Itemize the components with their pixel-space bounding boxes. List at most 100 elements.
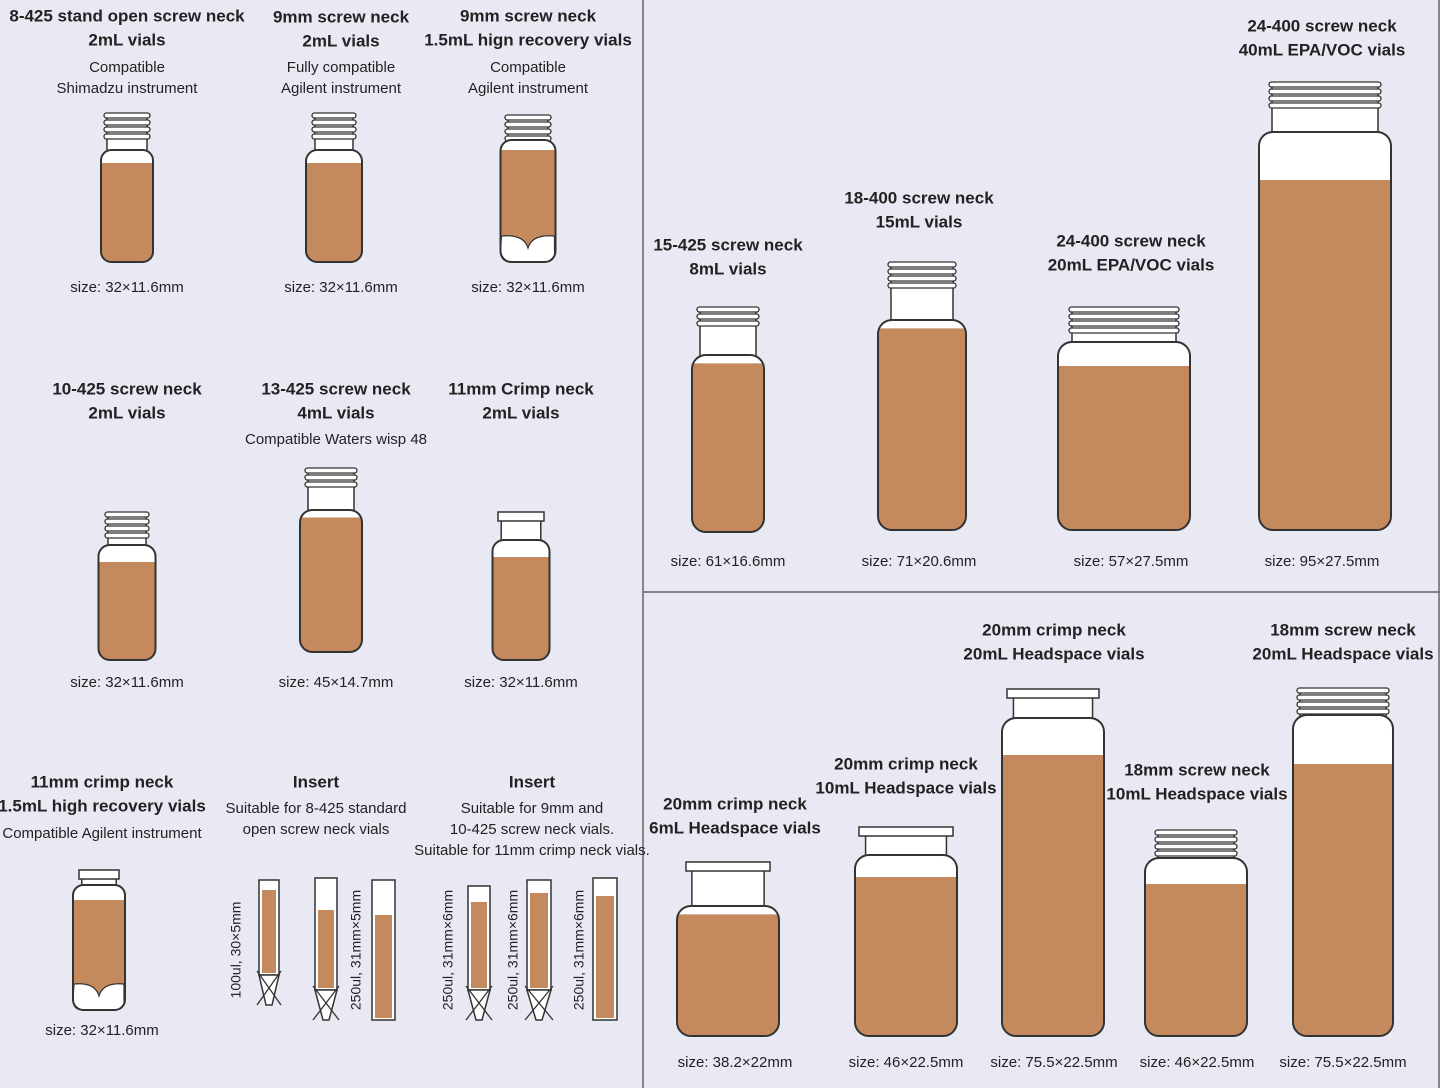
vial-thread (103, 126, 151, 133)
vial-title: 20mL Headspace vials (1252, 644, 1433, 663)
vial-liquid (1259, 180, 1391, 530)
vial-note: Suitable for 9mm and (461, 800, 604, 817)
vial-cap (685, 861, 771, 872)
vial-note: Compatible Agilent instrument (2, 825, 202, 842)
insert-liquid (596, 896, 614, 1018)
vial-note: Agilent instrument (281, 80, 402, 97)
vial-thread (104, 532, 150, 539)
vial-note: open screw neck vials (243, 821, 390, 838)
vial-outline (491, 539, 551, 661)
vial-size: size: 38.2×22mm (678, 1054, 793, 1071)
vial-thread (696, 313, 760, 320)
vial-title: 11mm Crimp neck (448, 379, 594, 398)
vial-outline (1057, 341, 1191, 531)
vial-thread (887, 275, 957, 282)
vial-note: Shimadzu instrument (57, 80, 199, 97)
vial-size: size: 32×11.6mm (45, 1022, 159, 1039)
insert-spring (465, 985, 493, 1021)
insert-liquid (318, 910, 334, 988)
vial-liquid (692, 363, 764, 532)
vial-thread (103, 112, 151, 119)
vial-title: 20mm crimp neck (982, 620, 1126, 639)
vial-outline (97, 544, 157, 661)
vial-thread (1268, 102, 1382, 109)
vial-liquid (98, 562, 156, 660)
vial-thread (887, 282, 957, 289)
vial-size: size: 71×20.6mm (862, 553, 977, 570)
vial-liquid (500, 150, 556, 262)
vial-title: 2mL vials (302, 31, 379, 50)
insert-label: 250ul, 31mm×6mm (440, 890, 456, 1010)
insert-spring (312, 985, 340, 1021)
vial-thread (504, 128, 552, 135)
vial-thread (887, 268, 957, 275)
vial-cap (1006, 688, 1100, 699)
vial-title: 18mm screw neck (1124, 760, 1270, 779)
vial-thread (1296, 687, 1390, 694)
vial-size: size: 45×14.7mm (279, 674, 394, 691)
vial-thread (1068, 327, 1180, 334)
vial-thread (1268, 88, 1382, 95)
vial-liquid (300, 517, 362, 652)
vial-thread (1068, 313, 1180, 320)
vial-thread (304, 481, 358, 488)
vial-thread (1154, 843, 1238, 850)
vial-note: Fully compatible (287, 59, 395, 76)
vial-cap (858, 826, 954, 837)
vial-thread (104, 525, 150, 532)
vial-thread (104, 518, 150, 525)
vial-liquid (677, 914, 779, 1036)
vial-thread (1296, 708, 1390, 715)
vial-outline (877, 319, 967, 531)
vial-title: 9mm screw neck (460, 6, 597, 25)
vial-size: size: 95×27.5mm (1265, 553, 1380, 570)
vial-title: 11mm crimp neck (31, 772, 174, 791)
insert-spring (524, 985, 554, 1021)
vial-cap (78, 869, 120, 880)
vial-thread (311, 112, 357, 119)
vial-thread (311, 126, 357, 133)
vial-liquid (1058, 366, 1190, 530)
vial-liquid (1002, 755, 1104, 1036)
vial-liquid (73, 900, 125, 1010)
vial-note: Compatible Waters wisp 48 (245, 431, 427, 448)
vial-size: size: 32×11.6mm (70, 279, 184, 296)
vial-thread (504, 121, 552, 128)
vial-title: 2mL vials (88, 403, 165, 422)
vial-thread (504, 114, 552, 121)
vial-thread (1154, 829, 1238, 836)
vial-title: 2mL vials (88, 30, 165, 49)
vial-title: 13-425 screw neck (261, 379, 411, 398)
vial-thread (304, 467, 358, 474)
vial-title: 9mm screw neck (273, 7, 410, 26)
vial-liquid (855, 877, 957, 1036)
insert-label: 250ul, 31mm×5mm (348, 890, 364, 1010)
vial-liquid (1293, 764, 1393, 1036)
vial-outline (854, 854, 958, 1037)
vial-title: 10mL Headspace vials (1106, 784, 1287, 803)
insert-liquid (530, 893, 548, 988)
vial-title: 6mL Headspace vials (649, 818, 821, 837)
vial-note: 10-425 screw neck vials. (450, 821, 614, 838)
vial-thread (1068, 320, 1180, 327)
vial-outline (72, 884, 126, 1011)
vial-size: size: 32×11.6mm (464, 674, 578, 691)
vial-thread (103, 119, 151, 126)
vial-title: 20mm crimp neck (834, 754, 978, 773)
vial-title: 8mL vials (689, 259, 766, 278)
vial-title: Insert (509, 772, 556, 791)
vial-neck (890, 264, 954, 326)
vial-outline (299, 509, 363, 653)
vial-title: 2mL vials (482, 403, 559, 422)
vial-size: size: 46×22.5mm (1140, 1054, 1255, 1071)
vial-note: Suitable for 8-425 standard (226, 800, 407, 817)
vial-liquid (878, 328, 966, 530)
vial-title: 18-400 screw neck (844, 188, 994, 207)
vial-title: 1.5mL high recovery vials (0, 796, 206, 815)
vial-size: size: 32×11.6mm (471, 279, 585, 296)
vial-title: 24-400 screw neck (1247, 16, 1397, 35)
vial-outline (499, 139, 557, 263)
vial-thread (696, 320, 760, 327)
vial-outline (1292, 714, 1394, 1037)
vial-size: size: 46×22.5mm (849, 1054, 964, 1071)
